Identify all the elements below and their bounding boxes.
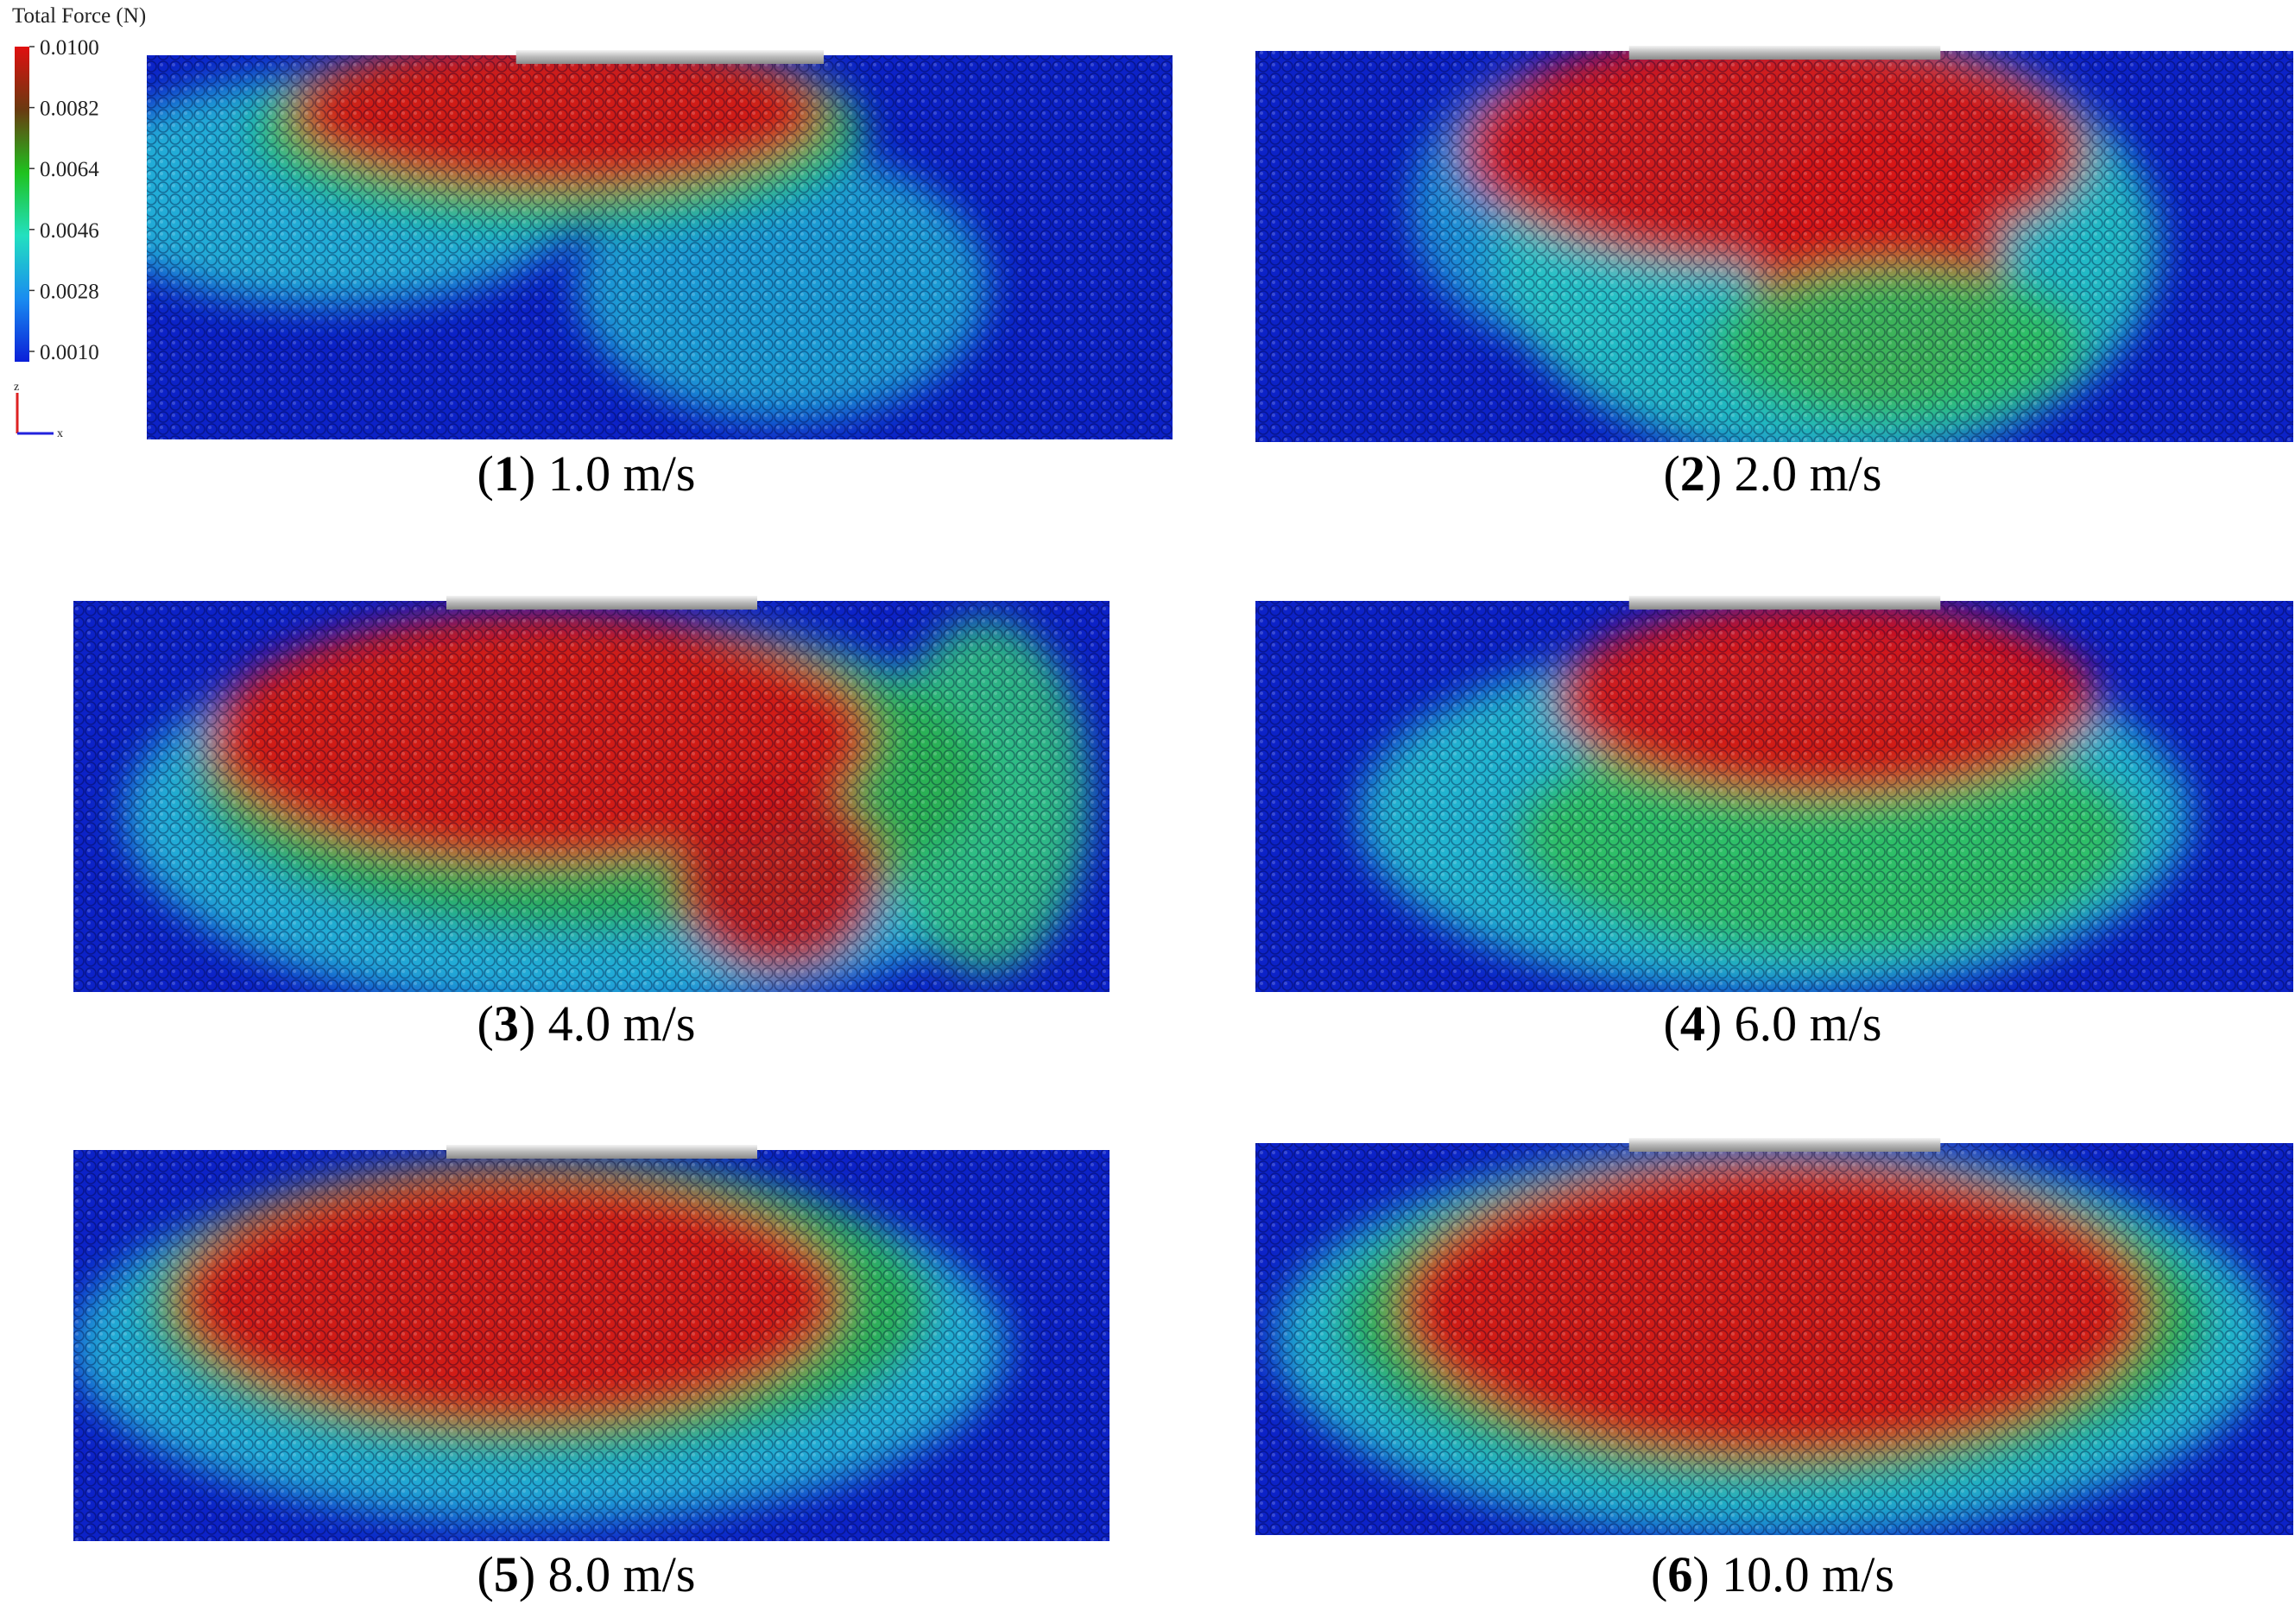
caption-part: (: [477, 995, 494, 1052]
colorbar-tick-label: 0.0100: [40, 36, 99, 60]
caption-part: ) 6.0 m/s: [1705, 995, 1882, 1052]
colorbar-tick-label: 0.0046: [40, 219, 99, 243]
plate: [1628, 1138, 1941, 1152]
plate: [446, 596, 757, 610]
caption-part: 5: [494, 1546, 519, 1602]
colorbar: Total Force (N) 0.0100 0.0082 0.0064 0.0046…: [12, 4, 146, 440]
plate: [446, 1145, 757, 1159]
panel-caption: (5) 8.0 m/s: [477, 1546, 696, 1602]
triad-label: x: [57, 427, 63, 440]
caption-part: 6: [1667, 1546, 1692, 1602]
particle-texture: [1255, 51, 2293, 442]
panel-caption: (1) 1.0 m/s: [477, 445, 696, 502]
particle-texture: [73, 601, 1110, 992]
triad-label: z: [14, 381, 19, 394]
plate: [1628, 596, 1941, 610]
colorbar-tick-label: 0.0064: [40, 158, 99, 181]
caption-part: 3: [494, 995, 519, 1052]
simulation-panel: (2) 2.0 m/s: [1255, 46, 2293, 502]
caption-part: ) 8.0 m/s: [519, 1546, 696, 1602]
caption-part: ) 10.0 m/s: [1692, 1546, 1894, 1602]
colorbar-title: Total Force (N): [12, 4, 146, 28]
colorbar-tick-label: 0.0082: [40, 98, 99, 121]
simulation-panel: (4) 6.0 m/s: [1255, 596, 2293, 1052]
colorbar-tick-label: 0.0010: [40, 341, 99, 364]
caption-part: (: [477, 445, 494, 502]
panel-caption: (4) 6.0 m/s: [1664, 995, 1882, 1052]
particle-texture: [1255, 1143, 2293, 1535]
caption-part: 2: [1680, 445, 1705, 502]
simulation-panel: (6) 10.0 m/s: [1255, 1138, 2293, 1602]
panel-caption: (6) 10.0 m/s: [1651, 1546, 1894, 1602]
caption-part: ) 2.0 m/s: [1705, 445, 1882, 502]
panel-caption: (3) 4.0 m/s: [477, 995, 696, 1052]
caption-part: 4: [1680, 995, 1705, 1052]
simulation-panel: (1) 1.0 m/s: [147, 50, 1173, 502]
colorbar-gradient: [15, 47, 29, 362]
particle-texture: [147, 55, 1173, 439]
particle-texture: [73, 1150, 1110, 1541]
panel-caption: (2) 2.0 m/s: [1664, 445, 1882, 502]
caption-part: ) 1.0 m/s: [519, 445, 696, 502]
caption-part: (: [1664, 995, 1680, 1052]
simulation-panel: (3) 4.0 m/s: [73, 596, 1110, 1052]
plate: [1628, 46, 1941, 60]
simulation-panel: (5) 8.0 m/s: [73, 1145, 1110, 1602]
caption-part: 1: [494, 445, 519, 502]
caption-part: (: [1664, 445, 1680, 502]
caption-part: (: [1651, 1546, 1667, 1602]
particle-texture: [1255, 601, 2293, 992]
plate: [515, 50, 825, 64]
caption-part: ) 4.0 m/s: [519, 995, 696, 1052]
caption-part: (: [477, 1546, 494, 1602]
colorbar-tick-label: 0.0028: [40, 280, 99, 303]
